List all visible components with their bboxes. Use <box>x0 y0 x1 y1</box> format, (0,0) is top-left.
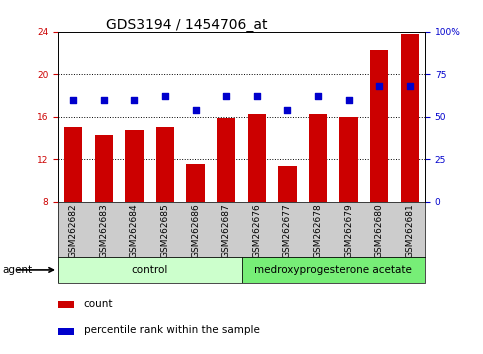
Point <box>70 97 77 103</box>
Point <box>100 97 108 103</box>
Bar <box>95 135 113 202</box>
Text: GSM262685: GSM262685 <box>160 203 170 258</box>
Bar <box>242 257 425 283</box>
Point <box>253 93 261 99</box>
Text: GSM262676: GSM262676 <box>252 203 261 258</box>
Bar <box>58 302 74 308</box>
Bar <box>125 130 143 202</box>
Bar <box>64 127 83 202</box>
Bar <box>370 50 388 202</box>
Text: GSM262683: GSM262683 <box>99 203 108 258</box>
Point <box>375 84 383 89</box>
Point <box>345 97 353 103</box>
Text: GSM262687: GSM262687 <box>222 203 231 258</box>
Bar <box>248 114 266 202</box>
Bar <box>278 166 297 202</box>
Text: GSM262686: GSM262686 <box>191 203 200 258</box>
Point <box>192 107 199 113</box>
Text: agent: agent <box>2 265 32 275</box>
Text: GSM262679: GSM262679 <box>344 203 353 258</box>
Text: GSM262678: GSM262678 <box>313 203 323 258</box>
Bar <box>340 117 358 202</box>
Bar <box>186 164 205 202</box>
Point <box>130 97 138 103</box>
Point <box>222 93 230 99</box>
Bar <box>400 34 419 202</box>
Text: GSM262680: GSM262680 <box>375 203 384 258</box>
Point <box>406 84 413 89</box>
Text: count: count <box>84 299 113 309</box>
Bar <box>217 118 235 202</box>
Text: GSM262682: GSM262682 <box>69 203 78 257</box>
Bar <box>58 257 242 283</box>
Point <box>284 107 291 113</box>
Bar <box>156 127 174 202</box>
Bar <box>309 114 327 202</box>
Text: GSM262677: GSM262677 <box>283 203 292 258</box>
Point <box>161 93 169 99</box>
Text: medroxyprogesterone acetate: medroxyprogesterone acetate <box>255 265 412 275</box>
Text: GSM262684: GSM262684 <box>130 203 139 257</box>
Bar <box>58 328 74 335</box>
Point <box>314 93 322 99</box>
Text: control: control <box>131 265 168 275</box>
Text: GSM262681: GSM262681 <box>405 203 414 258</box>
Text: percentile rank within the sample: percentile rank within the sample <box>84 325 259 335</box>
Text: GDS3194 / 1454706_at: GDS3194 / 1454706_at <box>106 18 267 32</box>
